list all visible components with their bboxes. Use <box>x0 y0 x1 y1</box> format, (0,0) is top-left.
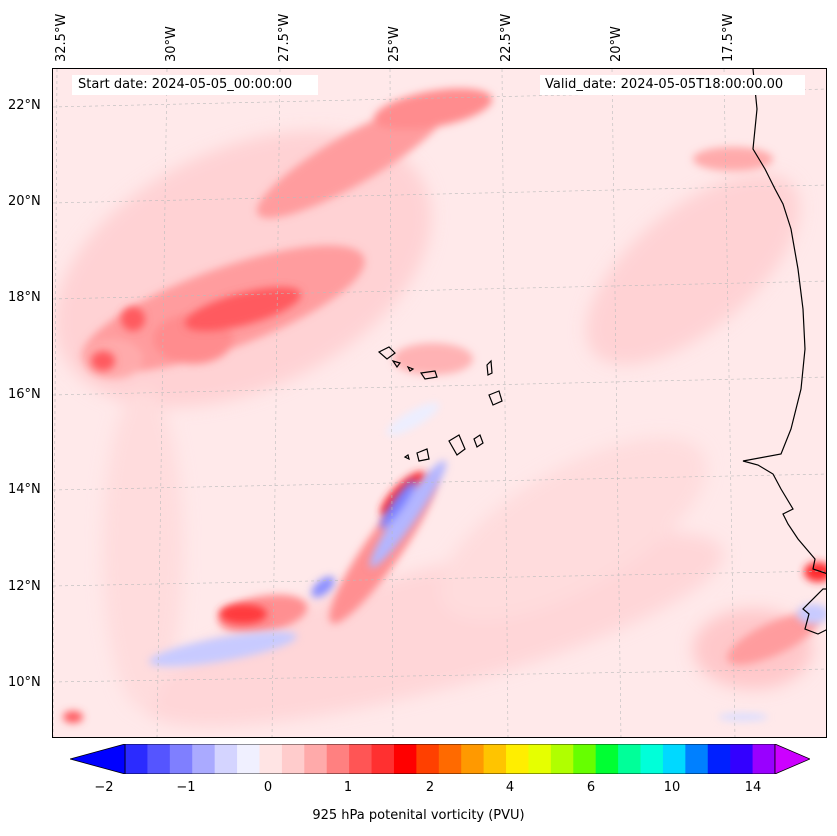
lon-label-27.5w: 27.5°W <box>277 13 292 62</box>
colorbar-cell <box>528 744 552 774</box>
colorbar-cell <box>237 744 260 774</box>
colorbar-cell <box>259 744 283 774</box>
colorbar-cell <box>169 744 193 774</box>
colorbar-cell <box>214 744 238 774</box>
lat-label-12n: 12°N <box>8 579 41 594</box>
cb-tick-0: 0 <box>263 780 273 795</box>
lat-label-14n: 14°N <box>8 482 41 497</box>
colorbar <box>70 744 810 774</box>
lat-label-16n: 16°N <box>8 387 41 402</box>
colorbar-cell <box>416 744 440 774</box>
cb-tick-6: 6 <box>586 780 596 795</box>
pv-field-light <box>54 131 813 726</box>
colorbar-min-arrow <box>70 744 126 774</box>
colorbar-cell <box>752 744 776 774</box>
colorbar-cell <box>304 744 328 774</box>
cb-tick-neg1: −1 <box>176 780 196 795</box>
lat-label-20n: 20°N <box>8 194 41 209</box>
cb-tick-14: 14 <box>744 780 762 795</box>
colorbar-cell <box>393 744 417 774</box>
colorbar-cell <box>326 744 350 774</box>
colorbar-cell <box>192 744 216 774</box>
valid-date-label: Valid_date: 2024-05-05T18:00:00.00 <box>540 75 805 95</box>
africa-coastline <box>742 69 826 635</box>
colorbar-max-arrow <box>774 744 810 774</box>
gridlines <box>53 69 826 737</box>
colorbar-cell <box>438 744 462 774</box>
colorbar-cell <box>707 744 731 774</box>
pv-field-map <box>53 69 826 737</box>
colorbar-cell <box>618 744 642 774</box>
cb-tick-2: 2 <box>425 780 435 795</box>
cb-tick-10: 10 <box>663 780 681 795</box>
lat-label-18n: 18°N <box>8 290 41 305</box>
cb-tick-neg2: −2 <box>94 780 114 795</box>
colorbar-label: 925 hPa potenital vorticity (PVU) <box>312 808 525 823</box>
cape-verde-islands <box>377 346 503 462</box>
cb-tick-4: 4 <box>505 780 515 795</box>
colorbar-cell <box>349 744 373 774</box>
colorbar-cell <box>640 744 664 774</box>
lon-label-17.5w: 17.5°W <box>721 13 736 62</box>
colorbar-cell <box>662 744 686 774</box>
colorbar-cell <box>573 744 597 774</box>
lon-label-32.5w: 32.5°W <box>54 13 69 62</box>
colorbar-cell <box>730 744 754 774</box>
pv-field-negative <box>149 402 826 721</box>
colorbar-cell <box>147 744 171 774</box>
colorbar-cell <box>371 744 395 774</box>
colorbar-cell <box>506 744 529 774</box>
colorbar-cell <box>685 744 709 774</box>
colorbar-cell <box>595 744 619 774</box>
start-date-label: Start date: 2024-05-05_00:00:00 <box>72 75 318 95</box>
lon-label-25w: 25°W <box>387 26 402 62</box>
colorbar-cell <box>483 744 507 774</box>
colorbar-cell <box>461 744 485 774</box>
map-panel <box>52 68 827 738</box>
lat-label-10n: 10°N <box>8 675 41 690</box>
colorbar-cell <box>550 744 574 774</box>
colorbar-cell <box>281 744 305 774</box>
lon-label-30w: 30°W <box>164 26 179 62</box>
cb-tick-1: 1 <box>343 780 353 795</box>
lat-label-22n: 22°N <box>8 98 41 113</box>
lon-label-20w: 20°W <box>609 26 624 62</box>
lon-label-22.5w: 22.5°W <box>499 13 514 62</box>
colorbar-cell <box>125 744 148 774</box>
